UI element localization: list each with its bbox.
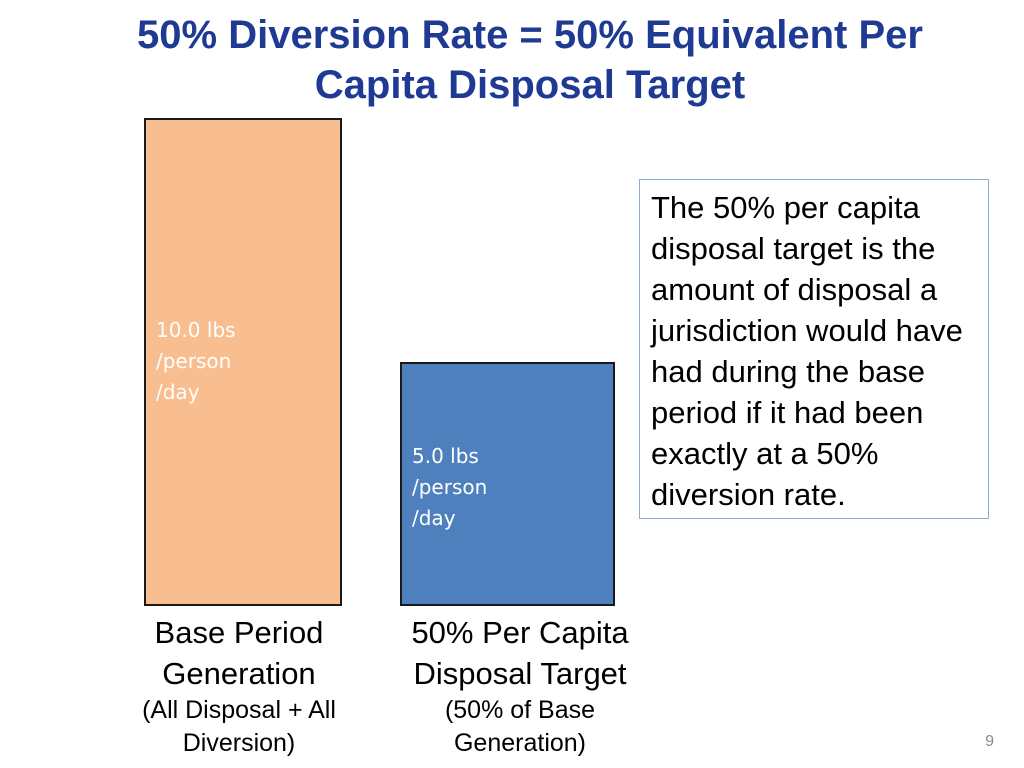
bar-disposal-target: 5.0 lbs /person /day	[400, 362, 615, 606]
slide-title: 50% Diversion Rate = 50% Equivalent Per …	[60, 10, 1000, 110]
title-line-1: 50% Diversion Rate = 50% Equivalent Per	[137, 13, 923, 57]
category-sublabel-line: Generation)	[453, 729, 587, 757]
category-label-line: Base Period	[154, 615, 324, 650]
bar-value-label: 10.0 lbs /person /day	[156, 315, 236, 408]
bar-label-line: /person	[156, 349, 232, 373]
bar-label-line: 10.0 lbs	[156, 318, 236, 342]
bar-value-label: 5.0 lbs /person /day	[412, 441, 487, 534]
bar-base-period-generation: 10.0 lbs /person /day	[144, 118, 342, 606]
explanation-textbox: The 50% per capita disposal target is th…	[639, 179, 989, 519]
bar-label-line: /day	[412, 506, 456, 530]
category-label-line: Generation	[162, 656, 316, 691]
page-number: 9	[985, 733, 994, 750]
bar-label-line: 5.0 lbs	[412, 444, 479, 468]
title-line-2: Capita Disposal Target	[314, 63, 746, 107]
category-sublabel-line: (50% of Base	[444, 696, 596, 724]
category-label-disposal-target: 50% Per Capita Disposal Target (50% of B…	[380, 612, 660, 760]
category-sublabel-line: (All Disposal + All	[142, 696, 336, 724]
category-label-line: 50% Per Capita	[411, 615, 629, 650]
category-sublabel-line: Diversion)	[182, 729, 296, 757]
category-label-line: Disposal Target	[413, 656, 627, 691]
bar-label-line: /day	[156, 380, 200, 404]
bar-label-line: /person	[412, 475, 488, 499]
category-label-base-period: Base Period Generation (All Disposal + A…	[104, 612, 374, 760]
